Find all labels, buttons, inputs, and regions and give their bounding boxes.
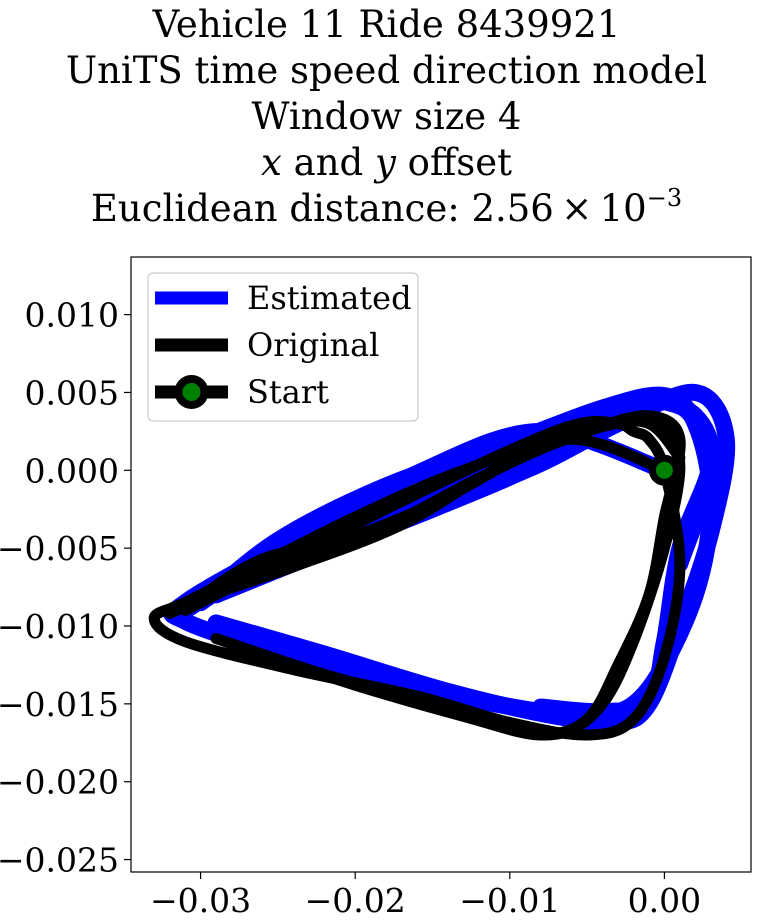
estimated-trace-1 [163,386,720,727]
title-distance-text: Euclidean distance: 2.56 × 10 [90,187,647,230]
y-tick-label: −0.025 [0,841,119,880]
title-line-4: x and y offset [0,140,773,186]
title-y-variable: y [375,141,396,184]
title-offset: offset [395,141,512,184]
y-tick-label: −0.020 [0,763,119,802]
x-tick-label: 0.00 [628,881,701,920]
original-trace-1 [148,416,686,741]
title-line-1: Vehicle 11 Ride 8439921 [152,3,621,46]
title-distance-exponent: −3 [646,183,683,212]
y-tick-label: −0.010 [0,607,119,646]
x-tick-label: −0.03 [150,881,251,920]
original-trace-3 [195,410,686,741]
y-axis: 0.010 0.005 0.000 −0.005 −0.010 −0.015 −0.020 −… [0,296,131,880]
title-line-2: UniTS time speed direction model [65,49,708,92]
legend-start-label: Start [247,373,329,411]
y-tick-label: −0.005 [0,529,119,568]
legend: Estimated Original Start [147,272,419,422]
plot-frame [130,256,752,873]
legend-original-label: Original [247,326,379,364]
chart-title: Vehicle 11 Ride 8439921 UniTS time speed… [0,2,773,232]
series-original [148,410,686,741]
series-layer [148,383,736,741]
y-tick-label: 0.010 [25,296,119,335]
legend-start-marker [174,375,209,409]
original-trace-4 [164,415,686,619]
y-tick-label: −0.015 [0,685,119,724]
x-tick-label: −0.02 [305,881,406,920]
title-line-3: Window size 4 [251,95,522,138]
legend-estimated-label: Estimated [247,279,412,317]
y-tick-label: 0.000 [25,451,119,490]
start-marker [648,454,680,486]
y-tick-label: 0.005 [25,373,119,412]
title-x-variable: x [261,141,282,184]
title-and: and [281,141,375,184]
x-axis: −0.03 −0.02 −0.01 0.00 [150,872,701,920]
x-tick-label: −0.01 [459,881,560,920]
title-line-5: Euclidean distance: 2.56 × 10−3 [0,186,773,232]
legend-box [147,272,419,422]
